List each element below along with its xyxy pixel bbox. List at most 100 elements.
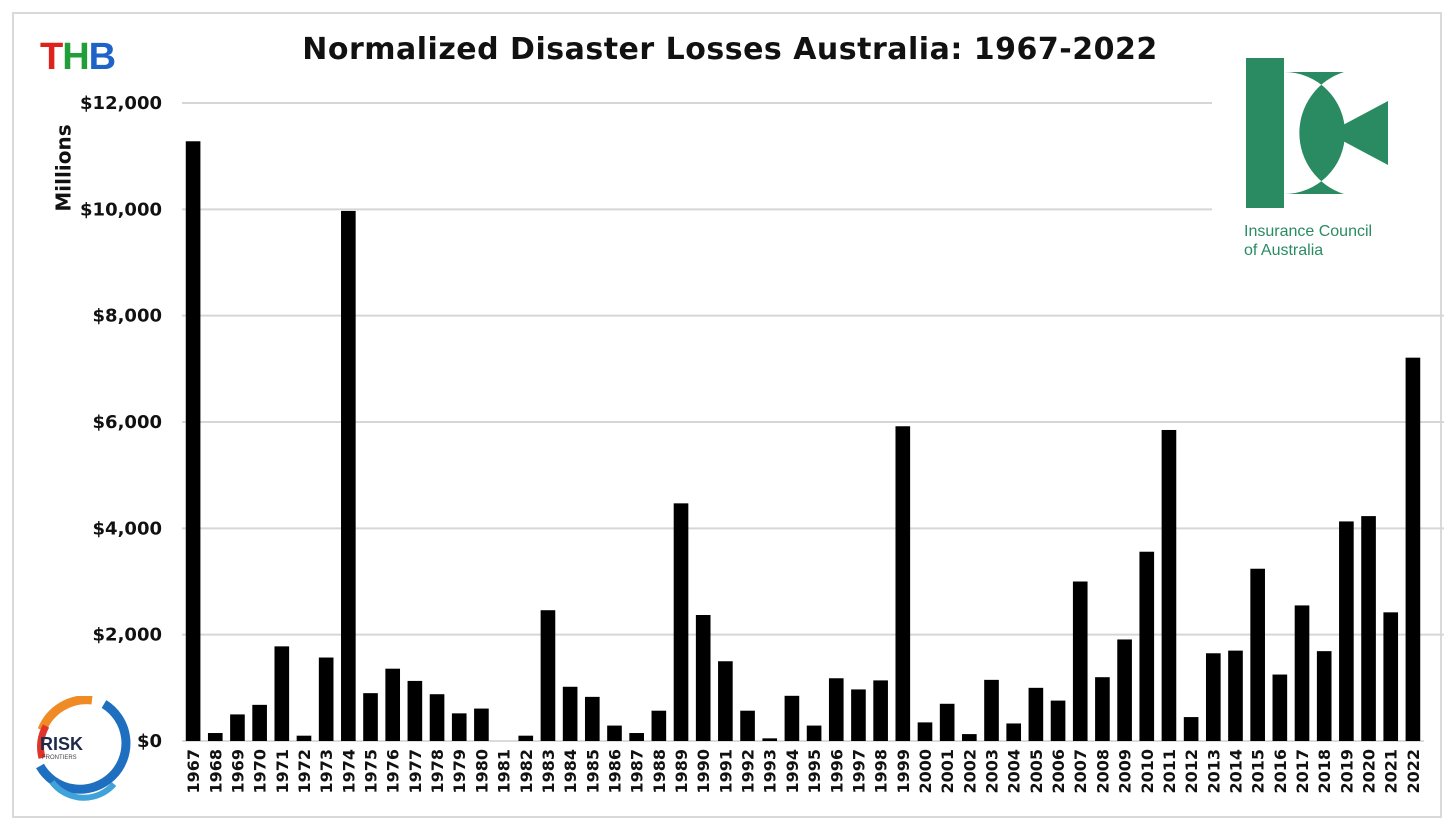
- bar-1991: [718, 661, 733, 741]
- x-tick-label: 2017: [1293, 749, 1312, 794]
- x-tick-label: 2005: [1027, 749, 1046, 794]
- bar-1985: [584, 696, 600, 741]
- risk-frontiers-subtext: FRONTIERS: [42, 755, 77, 761]
- insurance-council-name: Insurance Council of Australia: [1244, 222, 1372, 260]
- bar-1998: [873, 680, 888, 741]
- x-tick-label: 1970: [251, 749, 270, 794]
- thb-letter-t: T: [40, 36, 63, 78]
- x-tick-label: 1986: [605, 749, 624, 794]
- bar-1999: [895, 426, 911, 741]
- bar-2012: [1183, 717, 1199, 741]
- bar-1972: [296, 735, 312, 741]
- x-tick-label: 2009: [1116, 749, 1135, 794]
- x-tick-label: 1996: [827, 749, 846, 794]
- bar-2002: [962, 734, 977, 741]
- y-tick-label: $0: [137, 731, 162, 752]
- thb-letter-b: B: [88, 36, 116, 78]
- bar-1986: [607, 725, 622, 741]
- x-tick-label: 1995: [805, 749, 824, 794]
- bar-1980: [474, 708, 489, 741]
- x-tick-label: 1978: [428, 749, 447, 794]
- bar-2016: [1272, 674, 1288, 741]
- x-tick-label: 1973: [317, 749, 336, 794]
- x-tick-label: 1992: [739, 749, 758, 794]
- x-tick-label: 2010: [1138, 749, 1157, 794]
- x-tick-label: 2011: [1160, 749, 1179, 794]
- bar-2022: [1405, 357, 1421, 741]
- bar-1970: [252, 704, 267, 741]
- risk-frontiers-name: RISK: [40, 734, 83, 754]
- x-tick-label: 1991: [716, 749, 735, 794]
- x-tick-labels: 1967 1968 1969 1970 1971 1972 1973 1974 1975 1976…: [184, 749, 1423, 794]
- x-tick-label: 1987: [628, 749, 647, 794]
- x-tick-label: 1993: [761, 749, 780, 794]
- x-tick-label: 2016: [1271, 749, 1290, 794]
- bar-2015: [1250, 568, 1265, 741]
- x-tick-label: 2015: [1249, 749, 1268, 794]
- bar-2020: [1361, 516, 1376, 741]
- thb-badge: THB: [40, 36, 116, 78]
- x-tick-label: 2001: [938, 749, 957, 794]
- x-tick-label: 1967: [184, 749, 203, 794]
- x-tick-label: 1976: [384, 749, 403, 794]
- bar-1979: [451, 713, 467, 741]
- x-tick-label: 1997: [849, 749, 868, 794]
- y-tick-label: $4,000: [93, 518, 162, 539]
- bar-1974: [341, 210, 356, 741]
- bar-1975: [363, 693, 378, 741]
- insurance-council-name-line1: Insurance Council: [1244, 223, 1373, 240]
- x-tick-label: 1989: [672, 749, 691, 794]
- x-tick-label: 2007: [1071, 749, 1090, 794]
- bar-1969: [230, 714, 245, 741]
- x-tick-label: 1988: [650, 749, 669, 794]
- bars: [185, 141, 1421, 741]
- bar-1996: [828, 678, 844, 741]
- x-tick-label: 1980: [472, 749, 491, 794]
- x-tick-label: 1977: [406, 749, 425, 794]
- bar-1983: [540, 610, 556, 741]
- bar-1993: [762, 738, 778, 741]
- x-tick-label: 1982: [517, 749, 536, 794]
- chart-title: Normalized Disaster Losses Australia: 19…: [302, 32, 1158, 67]
- x-tick-label: 1998: [872, 749, 891, 794]
- bar-1988: [651, 710, 667, 741]
- bar-2019: [1339, 521, 1354, 741]
- x-tick-label: 2018: [1315, 749, 1334, 794]
- x-tick-label: 1969: [228, 749, 247, 794]
- x-tick-label: 1985: [583, 749, 602, 794]
- y-tick-label: $2,000: [93, 625, 162, 646]
- x-tick-label: 1990: [694, 749, 713, 794]
- bar-2018: [1316, 651, 1332, 741]
- bar-2000: [917, 722, 933, 741]
- y-tick-label: $6,000: [93, 412, 162, 433]
- x-tick-label: 2004: [1005, 749, 1024, 794]
- x-tick-label: 2020: [1360, 749, 1379, 794]
- bar-2013: [1205, 653, 1221, 741]
- bar-2007: [1072, 581, 1088, 741]
- x-tick-label: 1974: [339, 749, 358, 794]
- bar-2006: [1050, 700, 1066, 741]
- x-tick-label: 1994: [783, 749, 802, 794]
- x-tick-label: 2021: [1382, 749, 1401, 794]
- y-tick-label: $10,000: [80, 199, 162, 220]
- bar-1973: [318, 657, 334, 741]
- x-tick-label: 2008: [1093, 749, 1112, 794]
- bar-2003: [984, 679, 999, 741]
- y-tick-label: $12,000: [80, 93, 162, 114]
- x-tick-label: 1972: [295, 749, 314, 794]
- x-tick-label: 1968: [206, 749, 225, 794]
- bar-1994: [784, 695, 800, 741]
- x-tick-label: 2022: [1404, 749, 1423, 794]
- bar-1971: [274, 646, 290, 741]
- risk-frontiers-logo: RISK FRONTIERS: [36, 696, 131, 801]
- x-tick-label: 1999: [894, 749, 913, 794]
- bar-2001: [939, 703, 955, 741]
- x-tick-label: 1981: [495, 749, 514, 794]
- bar-1978: [429, 694, 445, 741]
- thb-letter-h: H: [62, 36, 89, 78]
- bar-1989: [673, 503, 689, 741]
- x-tick-label: 2000: [916, 749, 935, 794]
- bar-2010: [1139, 551, 1155, 741]
- x-tick-label: 1979: [450, 749, 469, 794]
